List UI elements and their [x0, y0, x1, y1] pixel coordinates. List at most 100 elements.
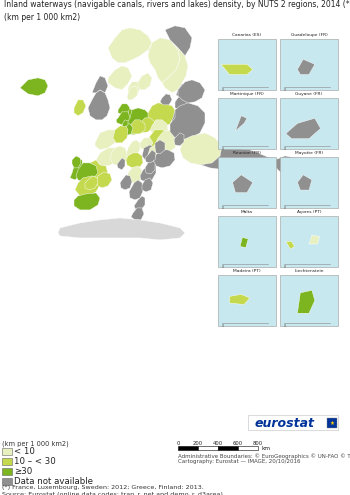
Polygon shape [129, 180, 143, 200]
Polygon shape [186, 146, 278, 173]
Bar [2, 468, 12, 475]
Polygon shape [122, 108, 148, 135]
Text: 0: 0 [284, 88, 286, 92]
FancyBboxPatch shape [248, 415, 338, 430]
Polygon shape [309, 235, 320, 244]
Text: (km per 1 000 km2): (km per 1 000 km2) [4, 13, 80, 22]
Text: 0: 0 [284, 265, 286, 269]
Text: 0: 0 [284, 324, 286, 328]
Text: 800: 800 [253, 441, 263, 446]
Polygon shape [120, 175, 132, 190]
Polygon shape [138, 73, 152, 90]
Polygon shape [74, 193, 100, 210]
Polygon shape [221, 64, 253, 75]
Polygon shape [127, 86, 138, 100]
Polygon shape [178, 80, 205, 103]
Polygon shape [128, 82, 140, 96]
Bar [178, 446, 198, 450]
Polygon shape [153, 150, 175, 168]
Text: Inland waterways (navigable canals, rivers and lakes) density, by NUTS 2 regions: Inland waterways (navigable canals, rive… [4, 0, 350, 9]
Text: 10 – < 30: 10 – < 30 [14, 457, 56, 466]
Text: 0: 0 [176, 441, 180, 446]
Polygon shape [128, 120, 145, 134]
Polygon shape [118, 104, 130, 115]
Polygon shape [236, 116, 247, 131]
Text: 0: 0 [284, 206, 286, 210]
Bar [280, 157, 338, 208]
Polygon shape [155, 140, 165, 154]
Text: 0: 0 [222, 147, 224, 151]
Bar [238, 446, 258, 450]
Polygon shape [232, 175, 253, 193]
Polygon shape [160, 94, 172, 105]
Polygon shape [85, 176, 98, 190]
Polygon shape [95, 130, 118, 150]
Polygon shape [145, 150, 156, 163]
Text: (km per 1 000 km2): (km per 1 000 km2) [2, 440, 69, 446]
Bar [218, 39, 276, 90]
Text: Açores (PT): Açores (PT) [297, 210, 321, 214]
Text: km: km [262, 446, 271, 450]
Bar [2, 448, 12, 455]
Bar [198, 446, 218, 450]
Polygon shape [140, 162, 156, 182]
Text: Cartography: Eurostat — IMAGE, 20/10/2016: Cartography: Eurostat — IMAGE, 20/10/201… [178, 459, 301, 464]
Bar [280, 275, 338, 326]
Polygon shape [230, 295, 250, 304]
Polygon shape [75, 176, 100, 196]
Polygon shape [165, 26, 192, 56]
Polygon shape [76, 163, 98, 182]
Text: < 10: < 10 [14, 447, 35, 456]
Text: 0: 0 [284, 147, 286, 151]
Polygon shape [170, 108, 188, 124]
Text: 0: 0 [222, 324, 224, 328]
Polygon shape [142, 103, 175, 130]
Bar [218, 446, 238, 450]
Polygon shape [275, 156, 310, 178]
Polygon shape [58, 218, 185, 240]
Polygon shape [96, 148, 118, 166]
Polygon shape [110, 146, 128, 166]
Text: 200: 200 [193, 441, 203, 446]
Polygon shape [134, 196, 145, 210]
Polygon shape [92, 76, 108, 93]
Bar [327, 418, 337, 428]
Polygon shape [286, 242, 294, 249]
Polygon shape [74, 100, 86, 116]
Polygon shape [126, 153, 143, 168]
Polygon shape [120, 108, 132, 122]
Polygon shape [174, 133, 184, 146]
Polygon shape [146, 145, 162, 166]
Text: 0: 0 [222, 206, 224, 210]
Bar [280, 39, 338, 90]
Bar [218, 157, 276, 208]
Polygon shape [162, 40, 188, 93]
Polygon shape [286, 118, 321, 139]
Polygon shape [140, 138, 153, 150]
Polygon shape [122, 120, 128, 127]
Text: eurostat: eurostat [255, 417, 315, 430]
Polygon shape [88, 90, 110, 120]
Text: Canarias (ES): Canarias (ES) [232, 33, 261, 37]
Polygon shape [128, 166, 142, 183]
Polygon shape [113, 126, 128, 143]
Polygon shape [180, 133, 222, 165]
Polygon shape [145, 160, 155, 174]
Text: Madeira (PT): Madeira (PT) [233, 269, 261, 273]
Bar [280, 216, 338, 267]
Text: Administrative Boundaries: © EuroGeographics © UN-FAO © Turkstat: Administrative Boundaries: © EuroGeograp… [178, 453, 350, 459]
Polygon shape [142, 145, 156, 160]
Polygon shape [20, 78, 48, 96]
Polygon shape [72, 156, 81, 168]
Text: Liechtenstein: Liechtenstein [294, 269, 324, 273]
Polygon shape [298, 290, 315, 313]
Text: ★: ★ [330, 421, 335, 426]
Polygon shape [96, 172, 112, 188]
Polygon shape [150, 120, 168, 134]
Polygon shape [108, 66, 132, 90]
Polygon shape [131, 208, 144, 220]
Text: Data not available: Data not available [14, 477, 93, 486]
Bar [2, 478, 12, 485]
Polygon shape [126, 140, 140, 158]
Polygon shape [148, 38, 180, 70]
